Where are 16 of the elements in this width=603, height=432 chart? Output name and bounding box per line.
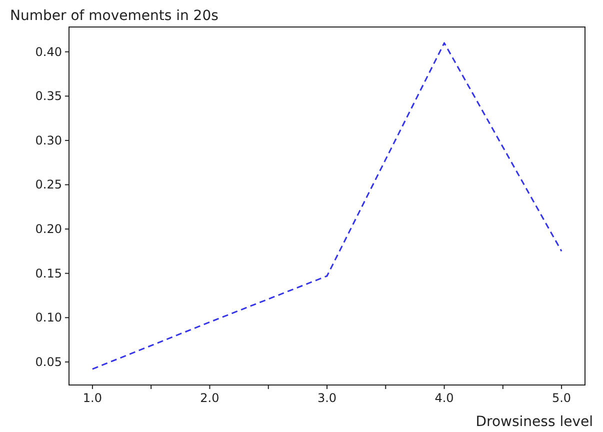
y-tick-label: 0.15	[35, 266, 62, 280]
y-axis-title: Number of movements in 20s	[10, 8, 218, 24]
x-tick-label: 1.0	[82, 391, 102, 405]
y-tick-label: 0.30	[35, 133, 62, 148]
y-tick-label: 0.20	[35, 222, 62, 236]
x-tick-label: 5.0	[552, 391, 572, 405]
y-tick-label: 0.40	[35, 44, 62, 59]
y-tick-label: 0.05	[35, 354, 62, 369]
y-tick-label: 0.25	[35, 178, 62, 192]
x-axis-title: Drowsiness level	[476, 414, 593, 430]
line-series	[92, 42, 562, 370]
y-tick-label: 0.10	[35, 310, 62, 325]
x-tick-label: 2.0	[200, 391, 220, 405]
x-tick-label: 3.0	[317, 391, 337, 405]
x-tick-label: 4.0	[434, 391, 454, 405]
y-tick-label: 0.35	[35, 89, 62, 104]
